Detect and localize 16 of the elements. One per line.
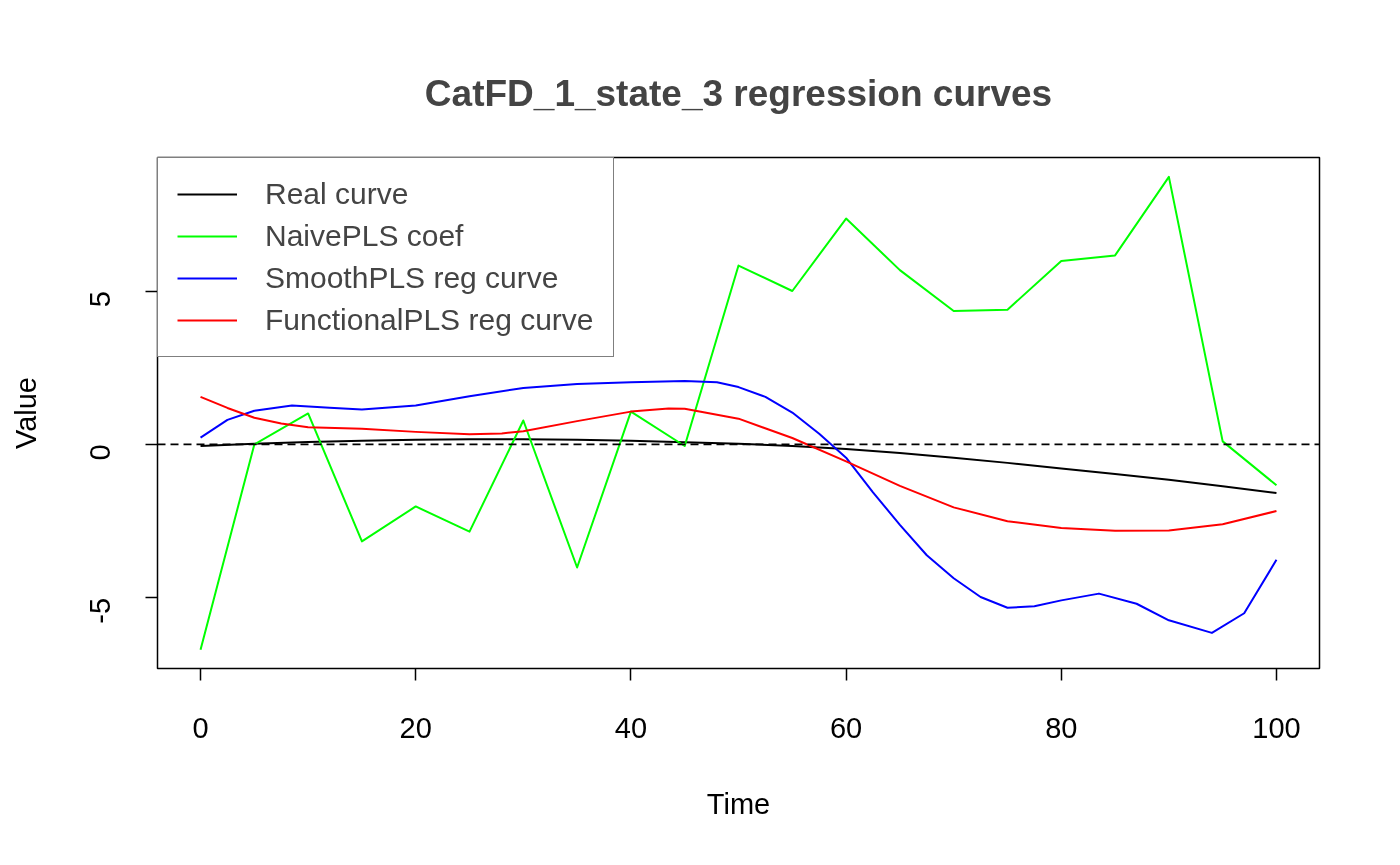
x-tick-label: 0 <box>192 711 209 744</box>
y-axis-title: Value <box>9 376 42 450</box>
legend-label: FunctionalPLS reg curve <box>265 303 594 337</box>
legend-label: SmoothPLS reg curve <box>265 261 559 295</box>
y-tick-label: 0 <box>84 444 117 461</box>
x-tick-label: 60 <box>829 711 863 744</box>
x-tick-label: 100 <box>1252 711 1301 744</box>
y-tick-label: -5 <box>84 597 117 624</box>
y-tick-label: 5 <box>84 290 117 308</box>
legend-label: Real curve <box>265 177 409 211</box>
legend-label: NaivePLS coef <box>265 219 464 253</box>
chart-title: CatFD_1_state_3 regression curves <box>424 72 1053 114</box>
x-tick-label: 20 <box>399 711 432 744</box>
x-tick-label: 80 <box>1045 711 1078 744</box>
x-tick-label: 40 <box>614 711 648 744</box>
x-axis-title: Time <box>706 787 771 820</box>
